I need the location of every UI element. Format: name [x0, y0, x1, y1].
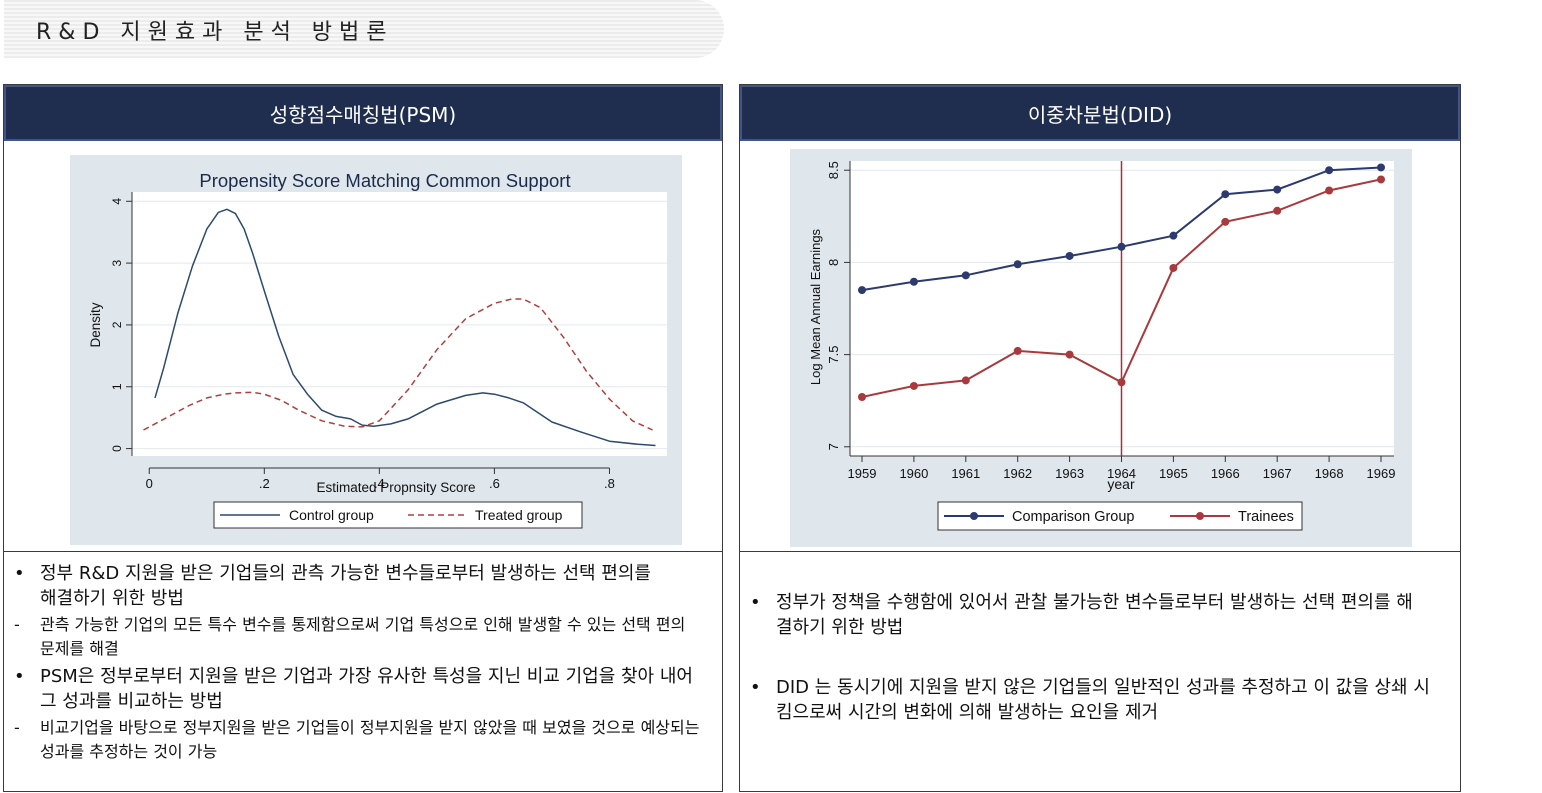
did-comparison-point [1013, 260, 1022, 269]
did-comparison-point [1221, 190, 1230, 199]
psm-chart: Propensity Score Matching Common Support… [70, 155, 682, 545]
bullet-mark: • [750, 592, 761, 613]
psm-legend-treated-label: Treated group [475, 507, 563, 523]
did-trainees-point [1221, 217, 1230, 226]
did-panel-header: 이중차분법(DID) [740, 85, 1460, 141]
psm-y-tick-label: 0 [110, 445, 124, 452]
did-chart: 7 7.5 8 8.5 1959 1960 1961 1962 1963 1964 1965 1966… [790, 149, 1412, 547]
psm-x-tick-label: .8 [604, 476, 615, 491]
did-trainees-point [1169, 263, 1178, 272]
did-x-tick-label: 1968 [1315, 466, 1344, 481]
psm-x-tick-label: .6 [489, 476, 500, 491]
did-comparison-point [961, 271, 970, 280]
bullet-text: 정부가 정책을 수행함에 있어서 관찰 불가능한 변수들로부터 발생하는 선택 … [776, 592, 1413, 638]
did-y-tick-label: 7.5 [826, 346, 841, 364]
dash-mark: - [14, 718, 20, 737]
bullet-mark: • [14, 563, 25, 584]
psm-panel-header: 성향점수매칭법(PSM) [4, 85, 722, 141]
did-comparison-point [1117, 242, 1126, 251]
did-y-tick-label: 8.5 [826, 161, 841, 179]
title-banner: R&D 지원효과 분석 방법론 [4, 0, 724, 58]
did-chart-svg: 7 7.5 8 8.5 1959 1960 1961 1962 1963 1964 1965 1966… [808, 161, 1396, 531]
psm-y-tick-label: 1 [110, 383, 124, 390]
psm-panel-divider [4, 551, 722, 552]
did-trainees-point [1117, 378, 1126, 387]
psm-bullet-4: - 비교기업을 바탕으로 정부지원을 받은 기업들이 정부지원을 받지 않았을 … [4, 716, 722, 764]
did-comparison-point [858, 286, 866, 295]
did-comparison-point [909, 277, 918, 286]
did-trainees-point [1377, 175, 1385, 184]
did-panel: 이중차분법(DID) 7 7.5 8 8.5 1959 1960 1961 1962 1963 1… [739, 84, 1461, 792]
did-x-tick-label: 1962 [1003, 466, 1032, 481]
bullet-text: PSM은 정부로부터 지원을 받은 기업과 가장 유사한 특성을 지닌 비교 기… [40, 666, 693, 712]
psm-treated-group-line [143, 298, 653, 431]
did-comparison-point [1169, 231, 1178, 240]
did-x-tick-label: 1963 [1055, 466, 1084, 481]
dash-mark: - [14, 615, 20, 634]
did-y-axis-label: Log Mean Annual Earnings [808, 228, 823, 385]
psm-bullet-1: • 정부 R&D 지원을 받은 기업들의 관측 가능한 변수들로부터 발생하는 … [4, 561, 722, 611]
did-trainees-point [1065, 350, 1074, 359]
did-legend-trainees-marker [1196, 512, 1204, 520]
did-legend-trainees-label: Trainees [1238, 509, 1294, 525]
psm-chart-title: Propensity Score Matching Common Support [199, 170, 570, 191]
psm-bullet-3: • PSM은 정부로부터 지원을 받은 기업과 가장 유사한 특성을 지닌 비교… [4, 664, 722, 714]
did-panel-divider [740, 551, 1460, 552]
did-legend-comparison-marker [970, 512, 978, 520]
bullet-text: 관측 가능한 기업의 모든 특수 변수를 통제함으로써 기업 특성으로 인해 발… [40, 615, 686, 658]
page-title: R&D 지원효과 분석 방법론 [36, 20, 394, 45]
bullet-mark: • [14, 666, 25, 687]
bullet-text: 비교기업을 바탕으로 정부지원을 받은 기업들이 정부지원을 받지 않았을 때 … [40, 718, 700, 761]
did-trainees-point [961, 376, 970, 385]
did-legend-comparison-label: Comparison Group [1012, 509, 1135, 525]
did-x-tick-label: 1960 [899, 466, 928, 481]
psm-y-tick-label: 3 [110, 259, 124, 266]
did-x-tick-label: 1969 [1367, 466, 1396, 481]
psm-bullet-2: - 관측 가능한 기업의 모든 특수 변수를 통제함으로써 기업 특성으로 인해… [4, 613, 722, 661]
psm-description: • 정부 R&D 지원을 받은 기업들의 관측 가능한 변수들로부터 발생하는 … [4, 561, 722, 764]
psm-y-tick-label: 4 [110, 198, 124, 205]
psm-legend-control-label: Control group [289, 507, 374, 523]
did-x-axis-label: year [1107, 476, 1135, 492]
did-x-tick-label: 1959 [848, 466, 877, 481]
did-bullet-2: • DID 는 동시기에 지원을 받지 않은 기업들의 일반적인 성과를 추정하… [740, 675, 1460, 725]
psm-y-tick-label: 2 [110, 321, 124, 328]
did-x-tick-label: 1967 [1263, 466, 1292, 481]
did-x-tick-label: 1966 [1211, 466, 1240, 481]
did-trainees-point [858, 393, 866, 401]
psm-panel: 성향점수매칭법(PSM) Propensity Score Matching C… [3, 84, 723, 792]
psm-x-tick-label: .4 [374, 476, 385, 491]
did-x-tick-label: 1961 [951, 466, 980, 481]
bullet-text: DID 는 동시기에 지원을 받지 않은 기업들의 일반적인 성과를 추정하고 … [776, 677, 1430, 723]
bullet-mark: • [750, 677, 761, 698]
did-trainees-point [909, 381, 918, 390]
psm-x-tick-label: .2 [259, 476, 270, 491]
psm-x-axis-label: Estimated Propnsity Score [316, 480, 475, 495]
did-comparison-point [1065, 251, 1074, 260]
did-trainees-point [1013, 346, 1022, 355]
did-description: • 정부가 정책을 수행함에 있어서 관찰 불가능한 변수들로부터 발생하는 선… [740, 590, 1460, 725]
did-x-tick-label: 1965 [1159, 466, 1188, 481]
did-trainees-point [1325, 186, 1334, 195]
did-x-tick-label: 1964 [1107, 466, 1136, 481]
did-comparison-point [1325, 166, 1334, 175]
did-bullet-1: • 정부가 정책을 수행함에 있어서 관찰 불가능한 변수들로부터 발생하는 선… [740, 590, 1460, 640]
did-comparison-point [1377, 163, 1385, 172]
did-y-tick-label: 7 [826, 443, 841, 450]
psm-plot-area [132, 192, 667, 456]
did-y-tick-label: 8 [826, 259, 841, 266]
did-comparison-point [1273, 185, 1282, 194]
psm-control-group-line [154, 208, 656, 447]
did-trainees-point [1273, 206, 1282, 215]
psm-x-tick-label: 0 [146, 476, 153, 491]
bullet-text: 정부 R&D 지원을 받은 기업들의 관측 가능한 변수들로부터 발생하는 선택… [40, 563, 651, 609]
psm-chart-svg: Propensity Score Matching Common Support… [88, 170, 667, 529]
psm-y-axis-label: Density [88, 302, 103, 347]
